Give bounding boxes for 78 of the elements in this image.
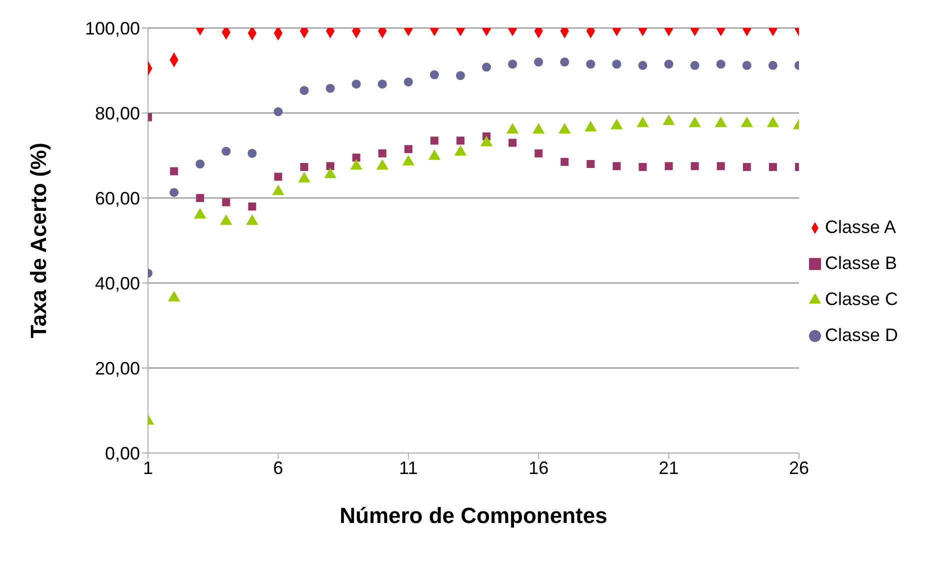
point [196, 159, 205, 169]
point [508, 60, 518, 69]
point [324, 168, 336, 178]
point [586, 160, 595, 168]
point [664, 162, 673, 170]
point [586, 60, 596, 69]
point [560, 158, 569, 166]
point [430, 136, 438, 145]
point [690, 60, 700, 70]
point [454, 145, 467, 156]
legend-label: Classe C [824, 288, 898, 308]
point [456, 71, 465, 80]
point [248, 202, 256, 210]
x-tick-label: 6 [273, 458, 284, 478]
point [638, 162, 647, 171]
y-tick-label: 80,00 [94, 103, 140, 124]
y-tick-label: 40,00 [94, 273, 140, 294]
x-axis-title: Número de Componentes [340, 503, 608, 528]
point [170, 167, 178, 176]
point [300, 86, 309, 95]
point [274, 172, 282, 181]
y-tick-label: 0,00 [104, 443, 140, 464]
y-tick-label: 100,00 [84, 18, 140, 38]
point [428, 149, 441, 160]
point [170, 188, 179, 197]
point [402, 154, 414, 166]
point [196, 194, 204, 202]
y-tick-label: 60,00 [94, 188, 140, 208]
point [326, 84, 335, 93]
point [404, 145, 412, 154]
point [376, 159, 388, 170]
point [560, 57, 570, 67]
point [534, 57, 544, 67]
y-axis-title: Taxa de Acerto (%) [26, 142, 51, 338]
point [350, 159, 362, 170]
x-tick-label: 16 [528, 458, 549, 478]
point [222, 146, 231, 156]
point [352, 154, 360, 162]
point [168, 290, 180, 302]
x-tick-label: 11 [399, 458, 418, 478]
point [298, 172, 310, 182]
point [534, 149, 543, 158]
point [638, 60, 648, 70]
point [326, 162, 334, 170]
point [378, 80, 387, 89]
point [690, 162, 699, 170]
point [612, 162, 621, 170]
x-tick-label: 1 [142, 458, 154, 478]
point [430, 70, 439, 80]
point [768, 60, 778, 70]
point [716, 60, 726, 69]
point [716, 162, 725, 170]
point [742, 162, 751, 171]
y-tick-label: 20,00 [94, 358, 140, 378]
legend-label: Classe A [824, 216, 896, 236]
point [482, 62, 492, 72]
point [274, 107, 283, 116]
point [300, 162, 308, 171]
point [508, 138, 517, 147]
point [664, 60, 674, 69]
point [612, 60, 622, 69]
legend-label: Classe B [824, 252, 897, 272]
point [222, 198, 230, 206]
point [742, 60, 752, 70]
point [194, 208, 206, 219]
point [768, 162, 777, 171]
x-tick-label: 21 [658, 458, 679, 478]
point [272, 184, 284, 196]
point [456, 136, 464, 145]
legend-label: Classe D [824, 324, 898, 344]
x-tick-label: 26 [788, 458, 809, 478]
point [378, 149, 386, 158]
point [246, 214, 258, 225]
point [248, 148, 257, 158]
point [352, 80, 361, 89]
point [480, 136, 493, 146]
point [220, 214, 232, 225]
point [404, 77, 413, 86]
